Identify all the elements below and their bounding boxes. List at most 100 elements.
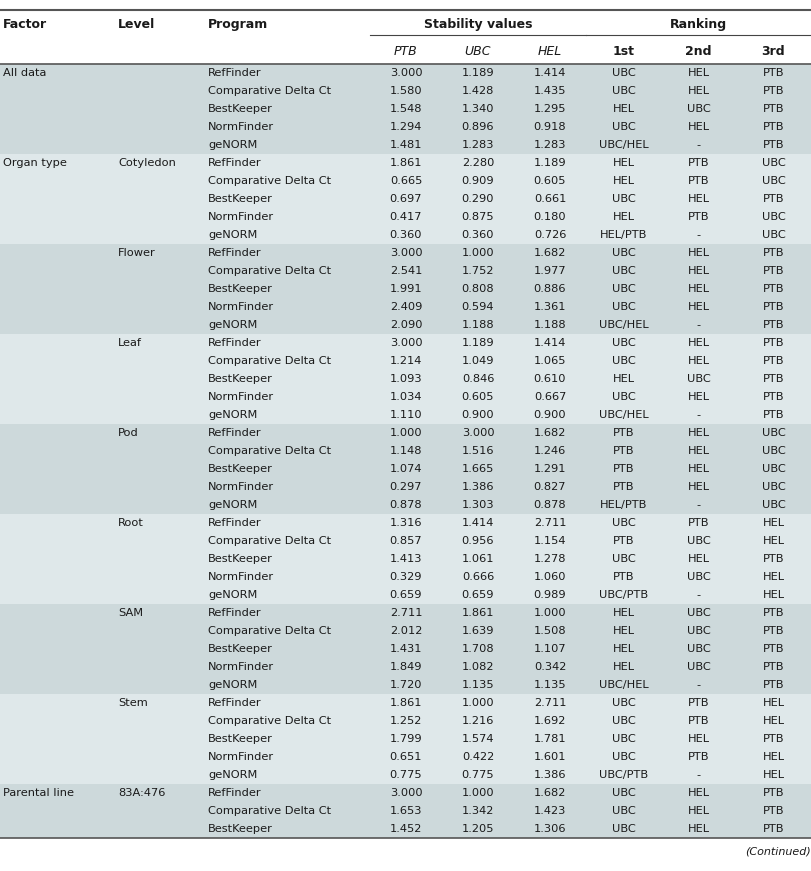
- Text: 1.414: 1.414: [534, 338, 566, 348]
- Bar: [0, 298, 811, 316]
- Text: 0.878: 0.878: [390, 500, 423, 510]
- Text: -: -: [697, 680, 701, 690]
- Text: HEL/PTB: HEL/PTB: [600, 230, 647, 240]
- Text: 3.000: 3.000: [390, 68, 423, 78]
- Text: 1.148: 1.148: [390, 446, 423, 456]
- Text: 0.610: 0.610: [534, 374, 566, 384]
- Bar: [0, 64, 811, 82]
- Text: UBC: UBC: [611, 248, 635, 258]
- Text: 1.386: 1.386: [534, 770, 566, 780]
- Text: geNORM: geNORM: [208, 140, 257, 150]
- Text: 1.799: 1.799: [390, 734, 423, 744]
- Text: Root: Root: [118, 518, 144, 528]
- Text: HEL: HEL: [612, 374, 634, 384]
- Text: NormFinder: NormFinder: [208, 392, 274, 402]
- Text: BestKeeper: BestKeeper: [208, 284, 272, 294]
- Text: 2.711: 2.711: [534, 518, 566, 528]
- Text: PTB: PTB: [688, 212, 710, 222]
- Text: 1.060: 1.060: [534, 572, 566, 582]
- Text: -: -: [697, 590, 701, 600]
- Text: BestKeeper: BestKeeper: [208, 824, 272, 834]
- Text: UBC/HEL: UBC/HEL: [599, 320, 648, 330]
- Bar: [0, 658, 811, 676]
- Text: 1.316: 1.316: [390, 518, 423, 528]
- Bar: [0, 172, 811, 190]
- Text: Ranking: Ranking: [670, 18, 727, 31]
- Text: UBC: UBC: [762, 230, 785, 240]
- Text: BestKeeper: BestKeeper: [208, 734, 272, 744]
- Text: 1.000: 1.000: [461, 248, 495, 258]
- Text: PTB: PTB: [613, 446, 634, 456]
- Text: HEL: HEL: [688, 806, 710, 816]
- Text: 1.340: 1.340: [461, 104, 494, 114]
- Text: HEL: HEL: [762, 518, 784, 528]
- Text: geNORM: geNORM: [208, 410, 257, 420]
- Text: Comparative Delta Ct: Comparative Delta Ct: [208, 86, 331, 96]
- Text: NormFinder: NormFinder: [208, 302, 274, 312]
- Text: 1.189: 1.189: [534, 158, 566, 168]
- Text: NormFinder: NormFinder: [208, 662, 274, 672]
- Text: BestKeeper: BestKeeper: [208, 374, 272, 384]
- Text: 1.682: 1.682: [534, 788, 566, 798]
- Text: 0.900: 0.900: [534, 410, 566, 420]
- Text: UBC: UBC: [611, 392, 635, 402]
- Text: 0.956: 0.956: [461, 536, 494, 546]
- Text: HEL: HEL: [612, 626, 634, 636]
- Text: 1.107: 1.107: [534, 644, 566, 654]
- Bar: [0, 334, 811, 352]
- Text: 1.135: 1.135: [534, 680, 566, 690]
- Text: HEL: HEL: [762, 572, 784, 582]
- Text: RefFinder: RefFinder: [208, 158, 262, 168]
- Text: 1.386: 1.386: [461, 482, 494, 492]
- Text: HEL: HEL: [688, 338, 710, 348]
- Text: 0.605: 0.605: [461, 392, 494, 402]
- Text: UBC/PTB: UBC/PTB: [599, 590, 648, 600]
- Text: HEL: HEL: [688, 392, 710, 402]
- Text: 1.601: 1.601: [534, 752, 566, 762]
- Text: HEL: HEL: [688, 428, 710, 438]
- Text: -: -: [697, 140, 701, 150]
- Text: 0.875: 0.875: [461, 212, 495, 222]
- Text: PTB: PTB: [763, 86, 784, 96]
- Text: UBC: UBC: [687, 644, 710, 654]
- Text: 0.180: 0.180: [534, 212, 566, 222]
- Text: 1.435: 1.435: [534, 86, 566, 96]
- Text: Stem: Stem: [118, 698, 148, 708]
- Text: 0.605: 0.605: [534, 176, 566, 186]
- Text: 0.651: 0.651: [390, 752, 423, 762]
- Text: 1.294: 1.294: [390, 122, 423, 132]
- Text: -: -: [697, 320, 701, 330]
- Text: 2.711: 2.711: [534, 698, 566, 708]
- Bar: [0, 820, 811, 838]
- Text: 1.000: 1.000: [461, 788, 495, 798]
- Text: 1.361: 1.361: [534, 302, 566, 312]
- Text: -: -: [697, 230, 701, 240]
- Text: UBC: UBC: [611, 356, 635, 366]
- Text: HEL: HEL: [688, 788, 710, 798]
- Text: RefFinder: RefFinder: [208, 428, 262, 438]
- Bar: [0, 640, 811, 658]
- Text: 0.886: 0.886: [534, 284, 566, 294]
- Text: PTB: PTB: [763, 68, 784, 78]
- Text: 1.692: 1.692: [534, 716, 566, 726]
- Text: 0.878: 0.878: [534, 500, 566, 510]
- Bar: [0, 442, 811, 460]
- Text: PTB: PTB: [688, 698, 710, 708]
- Text: 1.414: 1.414: [534, 68, 566, 78]
- Text: PTB: PTB: [613, 428, 634, 438]
- Text: NormFinder: NormFinder: [208, 572, 274, 582]
- Text: 2nd: 2nd: [685, 45, 712, 58]
- Text: UBC: UBC: [611, 302, 635, 312]
- Text: 1.991: 1.991: [390, 284, 423, 294]
- Text: 0.846: 0.846: [461, 374, 494, 384]
- Text: RefFinder: RefFinder: [208, 788, 262, 798]
- Text: 2.280: 2.280: [461, 158, 494, 168]
- Text: NormFinder: NormFinder: [208, 212, 274, 222]
- Text: HEL: HEL: [612, 212, 634, 222]
- Text: 2.711: 2.711: [390, 608, 423, 618]
- Text: 1.049: 1.049: [461, 356, 494, 366]
- Text: PTB: PTB: [613, 482, 634, 492]
- Text: 1.110: 1.110: [390, 410, 423, 420]
- Text: BestKeeper: BestKeeper: [208, 644, 272, 654]
- Text: Program: Program: [208, 18, 268, 31]
